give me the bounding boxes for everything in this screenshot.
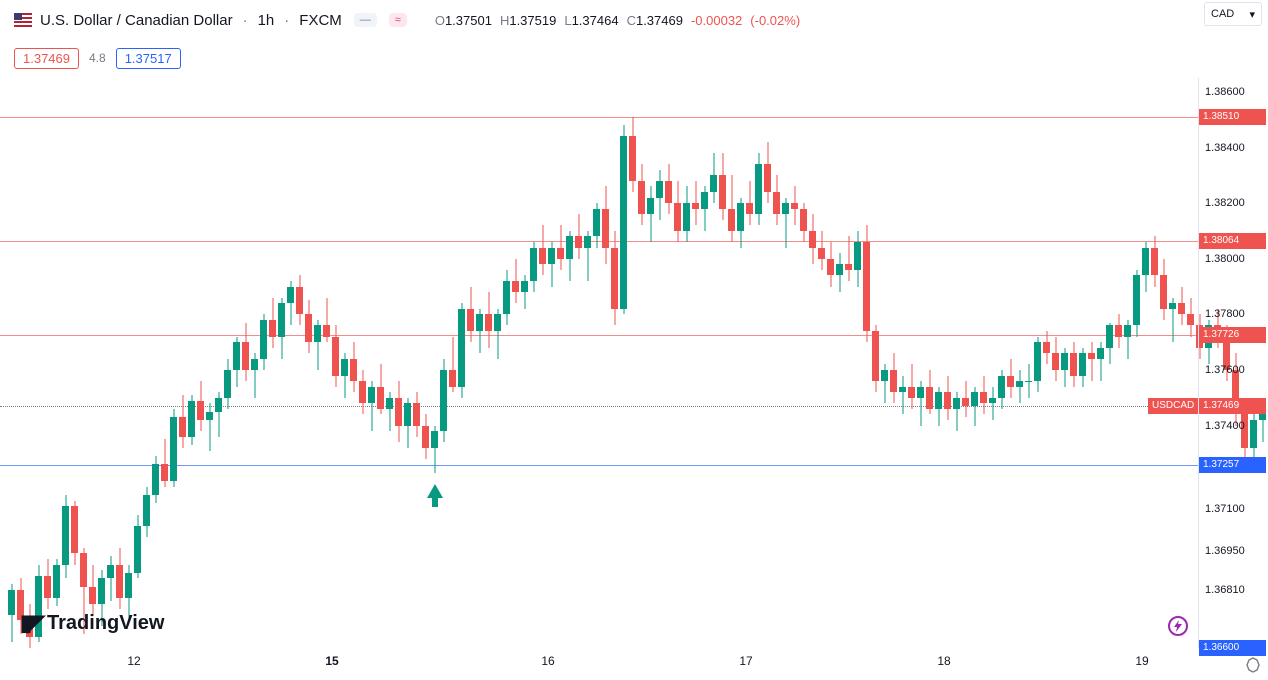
y-price-label: 1.37726 — [1199, 327, 1266, 343]
x-tick: 17 — [739, 654, 752, 668]
y-price-label: 1.37257 — [1199, 457, 1266, 473]
horizontal-line[interactable] — [0, 241, 1198, 242]
ohlc-readout: O1.37501 H1.37519 L1.37464 C1.37469 -0.0… — [435, 13, 800, 28]
bid-box[interactable]: 1.37469 — [14, 48, 79, 69]
horizontal-line[interactable] — [0, 465, 1198, 466]
y-price-label: 1.38510 — [1199, 109, 1266, 125]
approx-pill: ≈ — [389, 13, 407, 27]
x-tick: 12 — [127, 654, 140, 668]
bolt-icon[interactable] — [1168, 616, 1188, 636]
y-axis[interactable]: 1.38600 1.38400 1.38200 1.38000 1.37800 1.376… — [1198, 78, 1268, 648]
y-tick: 1.37100 — [1205, 503, 1245, 515]
x-tick: 15 — [325, 654, 338, 668]
y-tick: 1.37600 — [1205, 364, 1245, 376]
currency-selector[interactable]: CAD ▾ — [1204, 2, 1262, 26]
ask-box[interactable]: 1.37517 — [116, 48, 181, 69]
y-tick: 1.38000 — [1205, 253, 1245, 265]
x-tick: 19 — [1135, 654, 1148, 668]
bid-ask-bar: 1.37469 4.8 1.37517 — [0, 40, 1268, 76]
y-price-label: 1.38064 — [1199, 233, 1266, 249]
y-tick: 1.38600 — [1205, 86, 1245, 98]
y-tick: 1.37400 — [1205, 420, 1245, 432]
horizontal-line[interactable] — [0, 335, 1198, 336]
horizontal-line[interactable] — [0, 406, 1198, 407]
status-pill: — — [354, 13, 377, 27]
x-axis[interactable]: 12151617181922 — [0, 648, 1198, 680]
y-tick: 1.38400 — [1205, 142, 1245, 154]
arrow-stem — [432, 497, 438, 507]
y-tick: 1.36810 — [1205, 584, 1245, 596]
tradingview-logo: ▮◤ TradingView — [20, 610, 164, 636]
y-tick: 1.37800 — [1205, 308, 1245, 320]
chevron-down-icon: ▾ — [1249, 8, 1255, 21]
spread: 4.8 — [89, 51, 106, 65]
tv-mark-icon: ▮◤ — [20, 610, 41, 636]
chart-area[interactable]: USDCAD — [0, 78, 1198, 648]
x-tick: 18 — [937, 654, 950, 668]
pair-tag: USDCAD — [1148, 398, 1198, 414]
symbol-title[interactable]: U.S. Dollar / Canadian Dollar — [40, 12, 233, 29]
horizontal-line[interactable] — [0, 117, 1198, 118]
flag-icon — [14, 13, 32, 27]
timeframe[interactable]: 1h — [258, 12, 275, 29]
settings-icon[interactable] — [1242, 654, 1264, 676]
y-price-label: 1.37469 — [1199, 398, 1266, 414]
x-tick: 16 — [541, 654, 554, 668]
provider: FXCM — [299, 12, 342, 29]
y-tick: 1.36950 — [1205, 545, 1245, 557]
chart-header: U.S. Dollar / Canadian Dollar · 1h · FXC… — [0, 0, 1268, 40]
chart-wrap: USDCAD 1.38600 1.38400 1.38200 1.38000 1.378… — [0, 78, 1268, 680]
arrow-up-icon — [427, 484, 443, 498]
y-tick: 1.38200 — [1205, 197, 1245, 209]
